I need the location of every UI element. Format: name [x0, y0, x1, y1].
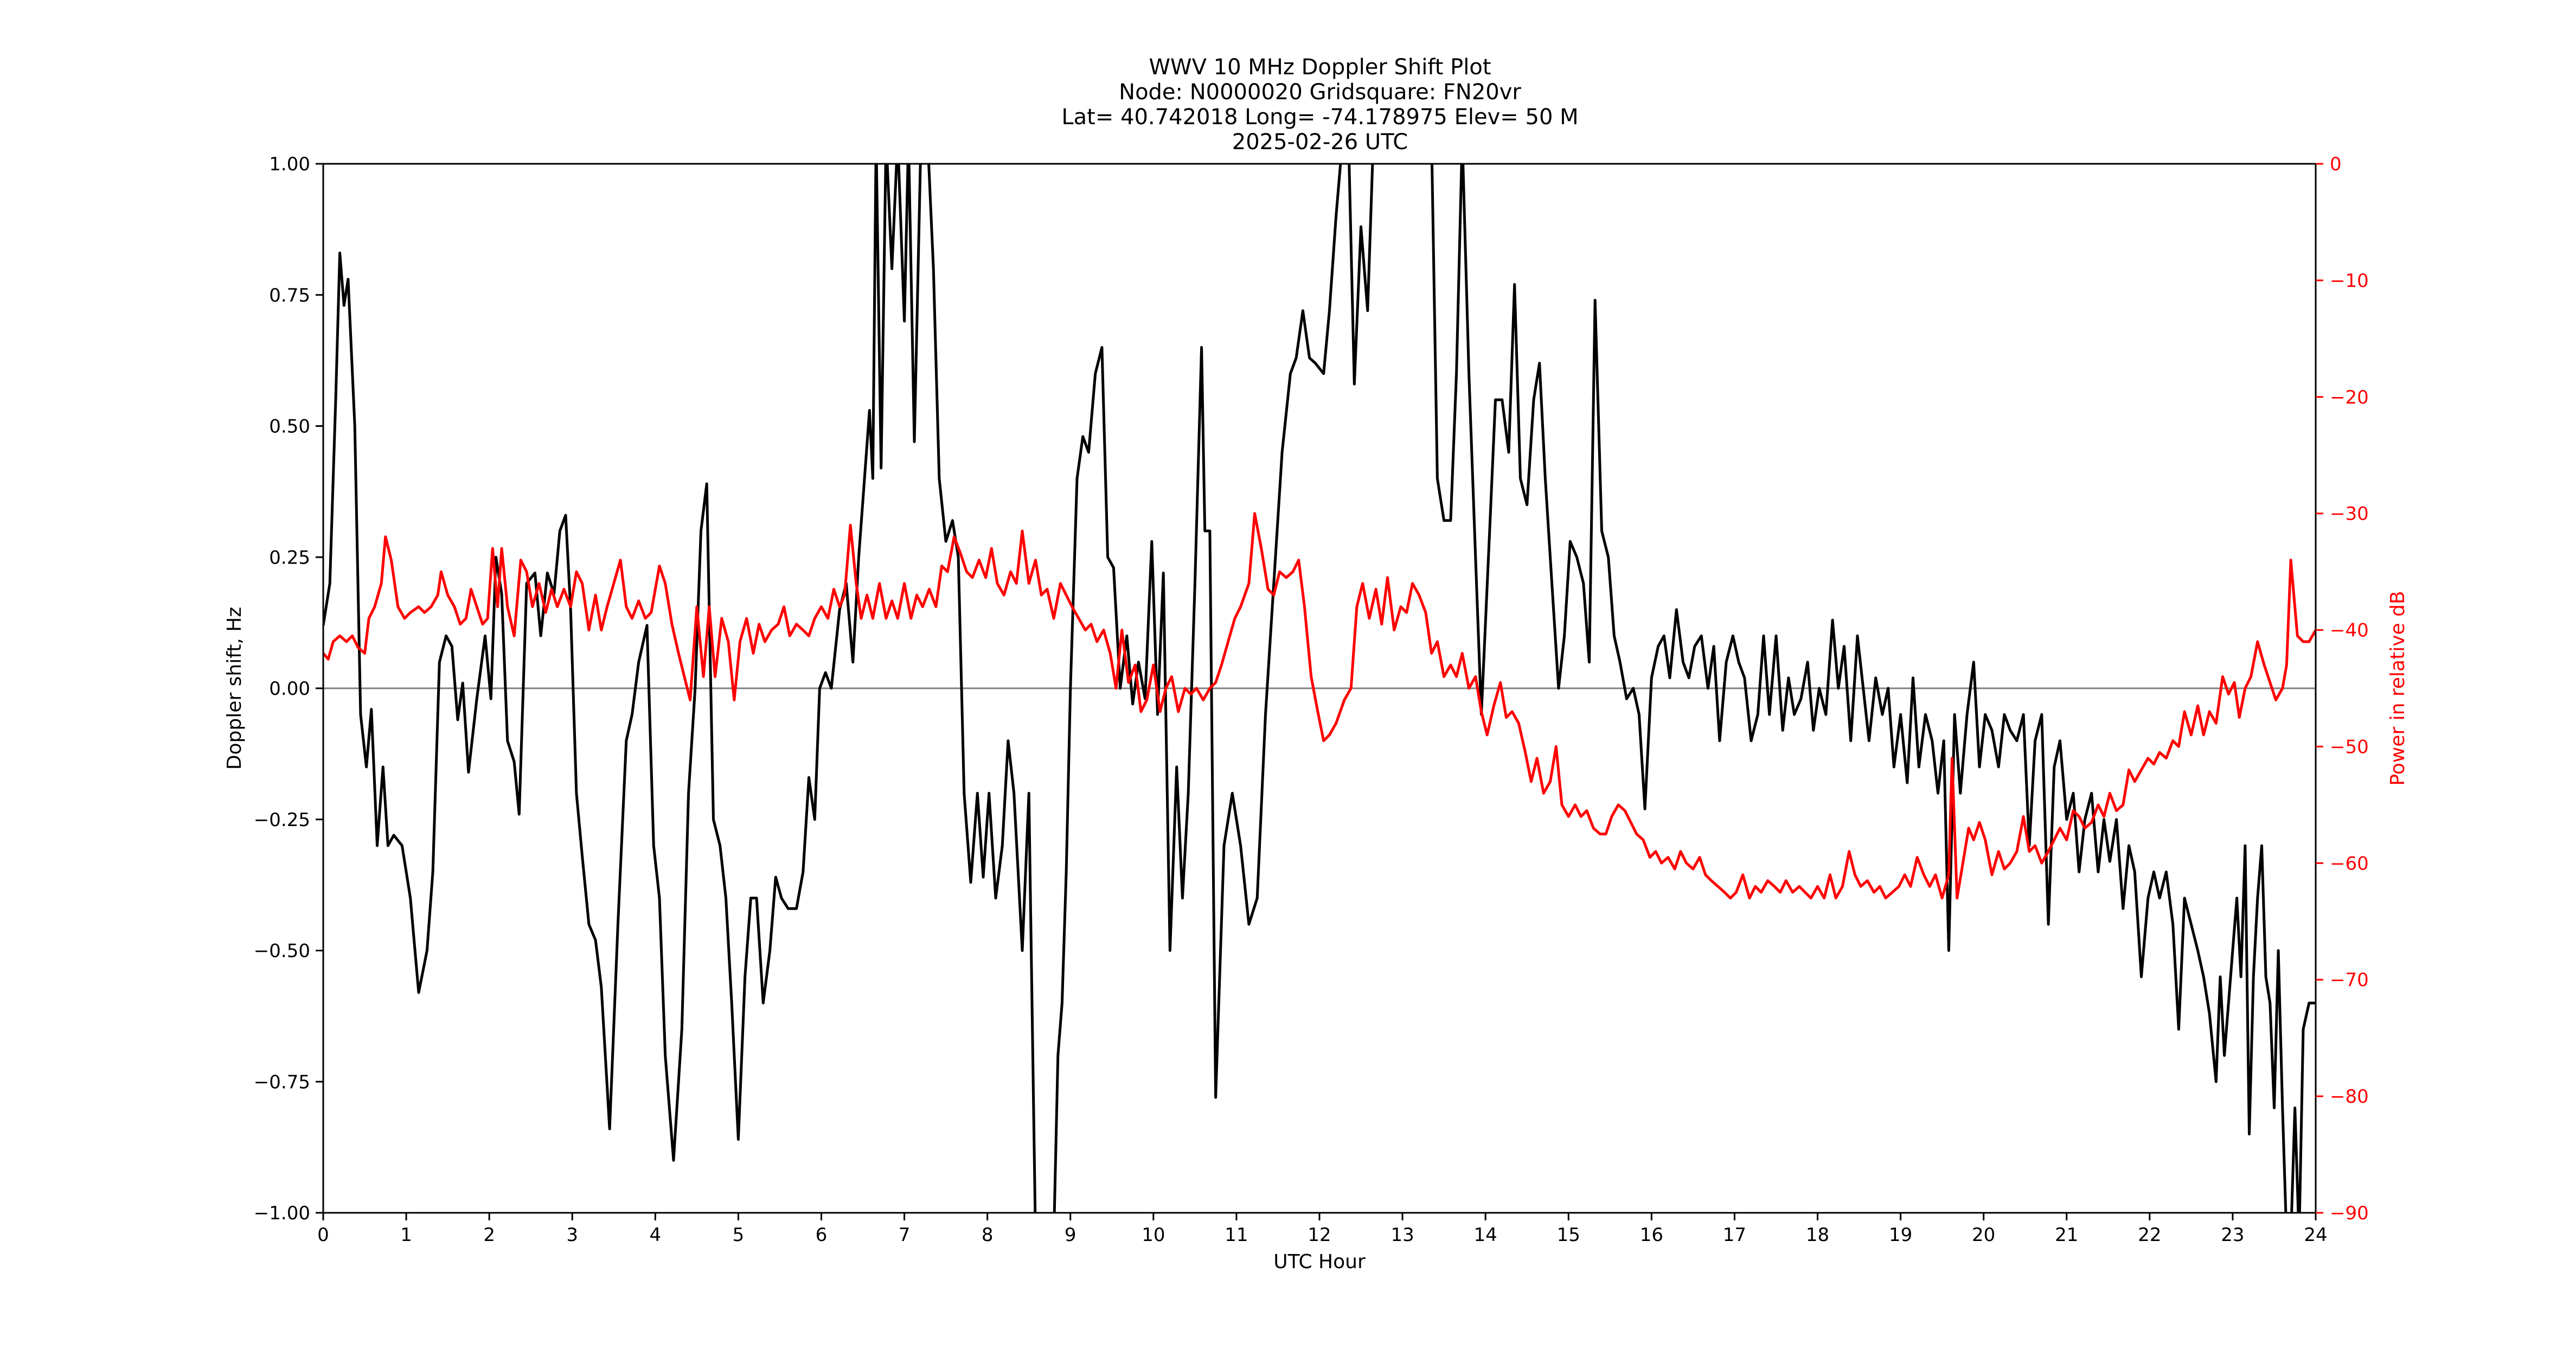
- x-tick-label: 24: [2304, 1224, 2327, 1246]
- y2-tick-label: −50: [2330, 736, 2369, 758]
- x-tick-label: 3: [566, 1224, 578, 1246]
- series-layer: [323, 164, 2316, 1213]
- y2-tick-label: −70: [2330, 969, 2369, 991]
- y2-tick-label: −10: [2330, 270, 2369, 292]
- y-axis-left: 1.00 0.75 0.50 0.25 0.00 −0.25 −0.50 −0.75 −1.00: [254, 153, 323, 1224]
- y2-tick-label: −80: [2330, 1086, 2369, 1108]
- doppler-shift-line: [323, 164, 2316, 1213]
- x-tick-label: 4: [650, 1224, 662, 1246]
- x-tick-label: 7: [899, 1224, 911, 1246]
- x-tick-label: 19: [1889, 1224, 1912, 1246]
- y2-tick-label: 0: [2330, 153, 2342, 175]
- x-tick-label: 13: [1390, 1224, 1414, 1246]
- x-tick-label: 8: [982, 1224, 994, 1246]
- x-tick-label: 14: [1474, 1224, 1497, 1246]
- title-line-1: WWV 10 MHz Doppler Shift Plot: [1149, 55, 1491, 80]
- y-axis-right: 0 −10 −20 −30 −40 −50 −60 −70 −80 −90: [2316, 153, 2369, 1224]
- x-axis: 0 1 2 3 4 5 6 7 8 9 10 11 12 13 14 15 16 17 18 19 20 21 22 23 24: [317, 1213, 2328, 1246]
- x-tick-label: 6: [816, 1224, 828, 1246]
- x-tick-label: 23: [2221, 1224, 2244, 1246]
- x-tick-label: 18: [1806, 1224, 1829, 1246]
- y-tick-label: 0.75: [269, 285, 310, 306]
- y-tick-label: 0.50: [269, 416, 310, 438]
- x-tick-label: 20: [1972, 1224, 1995, 1246]
- power-line: [323, 512, 2316, 900]
- x-tick-label: 9: [1065, 1224, 1076, 1246]
- y-axis-label: Doppler shift, Hz: [223, 607, 246, 770]
- x-tick-label: 11: [1225, 1224, 1248, 1246]
- x-tick-label: 15: [1557, 1224, 1580, 1246]
- x-axis-label: UTC Hour: [1273, 1251, 1366, 1273]
- x-tick-label: 10: [1142, 1224, 1165, 1246]
- x-tick-label: 1: [400, 1224, 412, 1246]
- y-tick-label: 1.00: [269, 153, 310, 175]
- x-tick-label: 21: [2055, 1224, 2078, 1246]
- y2-tick-label: −30: [2330, 503, 2369, 525]
- y-tick-label: 0.00: [269, 678, 310, 700]
- x-tick-label: 16: [1640, 1224, 1663, 1246]
- y-tick-label: −0.25: [254, 809, 310, 831]
- x-tick-label: 12: [1308, 1224, 1331, 1246]
- y2-axis-label: Power in relative dB: [2387, 591, 2409, 785]
- y2-tick-label: −60: [2330, 853, 2369, 874]
- x-tick-label: 0: [317, 1224, 329, 1246]
- title-line-2: Node: N0000020 Gridsquare: FN20vr: [1119, 80, 1521, 105]
- y2-tick-label: −20: [2330, 387, 2369, 408]
- y-tick-label: 0.25: [269, 547, 310, 568]
- title-line-4: 2025-02-26 UTC: [1232, 130, 1408, 155]
- x-tick-label: 22: [2138, 1224, 2161, 1246]
- x-tick-label: 5: [733, 1224, 745, 1246]
- x-tick-label: 2: [483, 1224, 495, 1246]
- y-tick-label: −0.50: [254, 941, 310, 962]
- y-tick-label: −1.00: [254, 1203, 310, 1224]
- chart-title: WWV 10 MHz Doppler Shift Plot Node: N000…: [1061, 55, 1578, 155]
- y-tick-label: −0.75: [254, 1071, 310, 1093]
- x-tick-label: 17: [1723, 1224, 1746, 1246]
- title-line-3: Lat= 40.742018 Long= -74.178975 Elev= 50…: [1061, 105, 1578, 130]
- y2-tick-label: −40: [2330, 620, 2369, 642]
- y2-tick-label: −90: [2330, 1203, 2369, 1224]
